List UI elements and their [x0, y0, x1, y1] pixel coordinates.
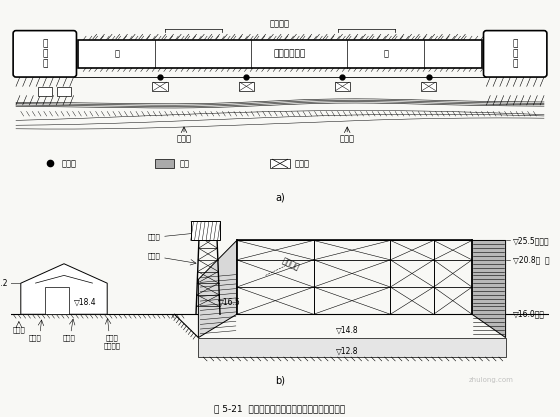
- Text: 室: 室: [383, 49, 388, 58]
- Polygon shape: [198, 338, 506, 357]
- Text: 升高塔: 升高塔: [147, 253, 160, 259]
- Bar: [191, 221, 220, 241]
- Text: ▽18.4: ▽18.4: [73, 298, 96, 307]
- Text: 上
闸
首: 上 闸 首: [42, 39, 48, 69]
- Bar: [335, 82, 350, 91]
- Polygon shape: [191, 209, 220, 221]
- Text: a): a): [275, 193, 285, 203]
- Text: ▽14.8: ▽14.8: [336, 325, 358, 334]
- Bar: [57, 87, 71, 95]
- Polygon shape: [198, 241, 237, 338]
- Polygon shape: [21, 264, 107, 314]
- Bar: [270, 159, 290, 168]
- Bar: [38, 87, 52, 95]
- Text: b): b): [275, 375, 285, 385]
- Text: ▽20.8塌  节: ▽20.8塌 节: [514, 255, 550, 264]
- Text: 升高塔: 升高塔: [61, 159, 76, 168]
- FancyBboxPatch shape: [483, 30, 547, 77]
- Bar: [45, 287, 69, 314]
- Bar: [239, 82, 254, 91]
- Text: zhulong.com: zhulong.com: [469, 377, 514, 383]
- Text: ▽12.8: ▽12.8: [336, 347, 358, 356]
- FancyBboxPatch shape: [13, 30, 77, 77]
- Polygon shape: [472, 241, 506, 338]
- Text: 底板总脚手路: 底板总脚手路: [273, 49, 306, 58]
- Text: ▽16.0能板: ▽16.0能板: [514, 310, 545, 319]
- Text: ▽21.2: ▽21.2: [0, 279, 8, 288]
- Bar: [421, 82, 436, 91]
- Text: 图 5-21  斗车与排架脚手运输混凝土浇筑坞式船闸: 图 5-21 斗车与排架脚手运输混凝土浇筑坞式船闸: [214, 404, 346, 413]
- Text: 拌和机: 拌和机: [29, 334, 41, 341]
- Bar: [152, 82, 167, 91]
- Text: 出料机: 出料机: [62, 334, 75, 341]
- Text: ▽16.5: ▽16.5: [218, 298, 240, 307]
- Bar: [78, 40, 482, 68]
- Text: 滑槽: 滑槽: [179, 159, 189, 168]
- Text: 出料斗: 出料斗: [147, 233, 160, 240]
- Text: 下
闸
首: 下 闸 首: [512, 39, 518, 69]
- Text: 进料斗
（滑槽）: 进料斗 （滑槽）: [104, 334, 120, 349]
- Text: 拌和机: 拌和机: [295, 159, 309, 168]
- Text: 进料轨: 进料轨: [340, 135, 354, 144]
- Text: 排坡脚手: 排坡脚手: [280, 256, 301, 272]
- Text: 进料轨: 进料轨: [12, 327, 25, 333]
- Text: 出料轨: 出料轨: [176, 135, 192, 144]
- Text: ▽25.5塌二节: ▽25.5塌二节: [514, 236, 550, 245]
- Text: 闸: 闸: [114, 49, 119, 58]
- Text: 基坑边坡: 基坑边坡: [270, 20, 290, 29]
- Bar: [155, 159, 174, 168]
